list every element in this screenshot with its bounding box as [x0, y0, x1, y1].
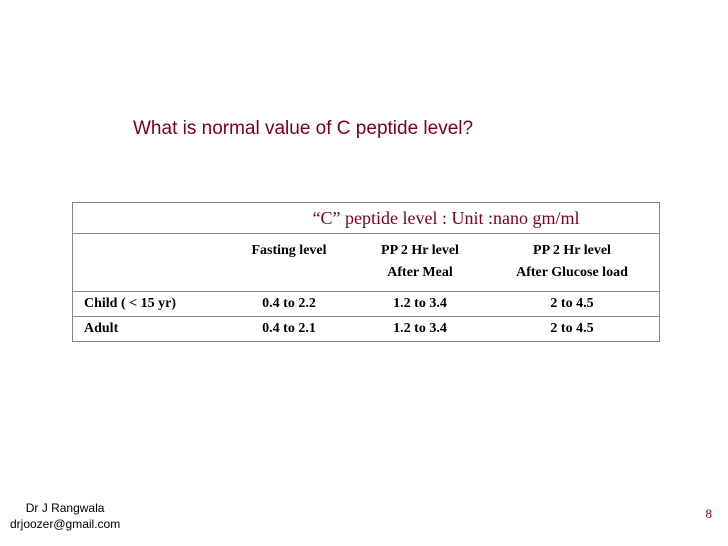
c-peptide-table: “C” peptide level : Unit :nano gm/ml Fas… [72, 202, 660, 342]
author-email: drjoozer@gmail.com [10, 517, 121, 531]
slide-title: What is normal value of C peptide level? [133, 118, 474, 139]
table-row: Adult 0.4 to 2.1 1.2 to 3.4 2 to 4.5 [73, 317, 659, 341]
author-name: Dr J Rangwala [25, 501, 105, 515]
header-pp-after-glucose-line1: PP 2 Hr level [533, 243, 611, 258]
fasting-value: 0.4 to 2.1 [262, 321, 316, 336]
after-meal-value: 1.2 to 3.4 [393, 321, 447, 336]
header-fasting: Fasting level [221, 234, 357, 291]
table-caption-row: “C” peptide level : Unit :nano gm/ml [73, 203, 659, 234]
header-pp-after-glucose-line2: After Glucose load [516, 265, 628, 280]
header-fasting-line1: Fasting level [251, 243, 327, 258]
after-glucose-value: 2 to 4.5 [550, 296, 594, 311]
after-glucose-value: 2 to 4.5 [550, 321, 594, 336]
header-empty-cell [73, 234, 221, 291]
footer-author-block: Dr J Rangwala drjoozer@gmail.com [10, 500, 120, 532]
header-pp-after-glucose: PP 2 Hr level After Glucose load [483, 234, 661, 291]
after-meal-value: 1.2 to 3.4 [393, 296, 447, 311]
row-label: Child ( < 15 yr) [84, 296, 176, 311]
table-caption: “C” peptide level : Unit :nano gm/ml [312, 208, 580, 228]
header-pp-after-meal-line2: After Meal [387, 265, 453, 280]
fasting-value: 0.4 to 2.2 [262, 296, 316, 311]
row-label: Adult [84, 321, 119, 336]
header-pp-after-meal-line1: PP 2 Hr level [381, 243, 459, 258]
header-pp-after-meal: PP 2 Hr level After Meal [357, 234, 483, 291]
page-number: 8 [705, 506, 713, 521]
table-row: Child ( < 15 yr) 0.4 to 2.2 1.2 to 3.4 2… [73, 292, 659, 317]
table-header-row: Fasting level PP 2 Hr level After Meal P… [73, 234, 659, 292]
